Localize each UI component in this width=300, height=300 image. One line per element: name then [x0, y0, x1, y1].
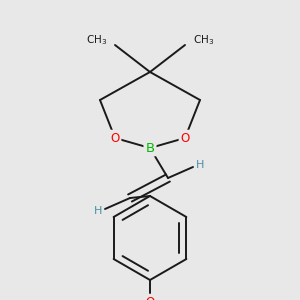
Text: CH$_3$: CH$_3$ — [86, 33, 107, 47]
Text: H: H — [94, 206, 102, 216]
Text: O: O — [180, 131, 190, 145]
Text: CH$_3$: CH$_3$ — [193, 33, 214, 47]
Text: H: H — [196, 160, 204, 170]
Text: O: O — [110, 131, 120, 145]
Text: B: B — [146, 142, 154, 154]
Text: O: O — [146, 296, 154, 300]
